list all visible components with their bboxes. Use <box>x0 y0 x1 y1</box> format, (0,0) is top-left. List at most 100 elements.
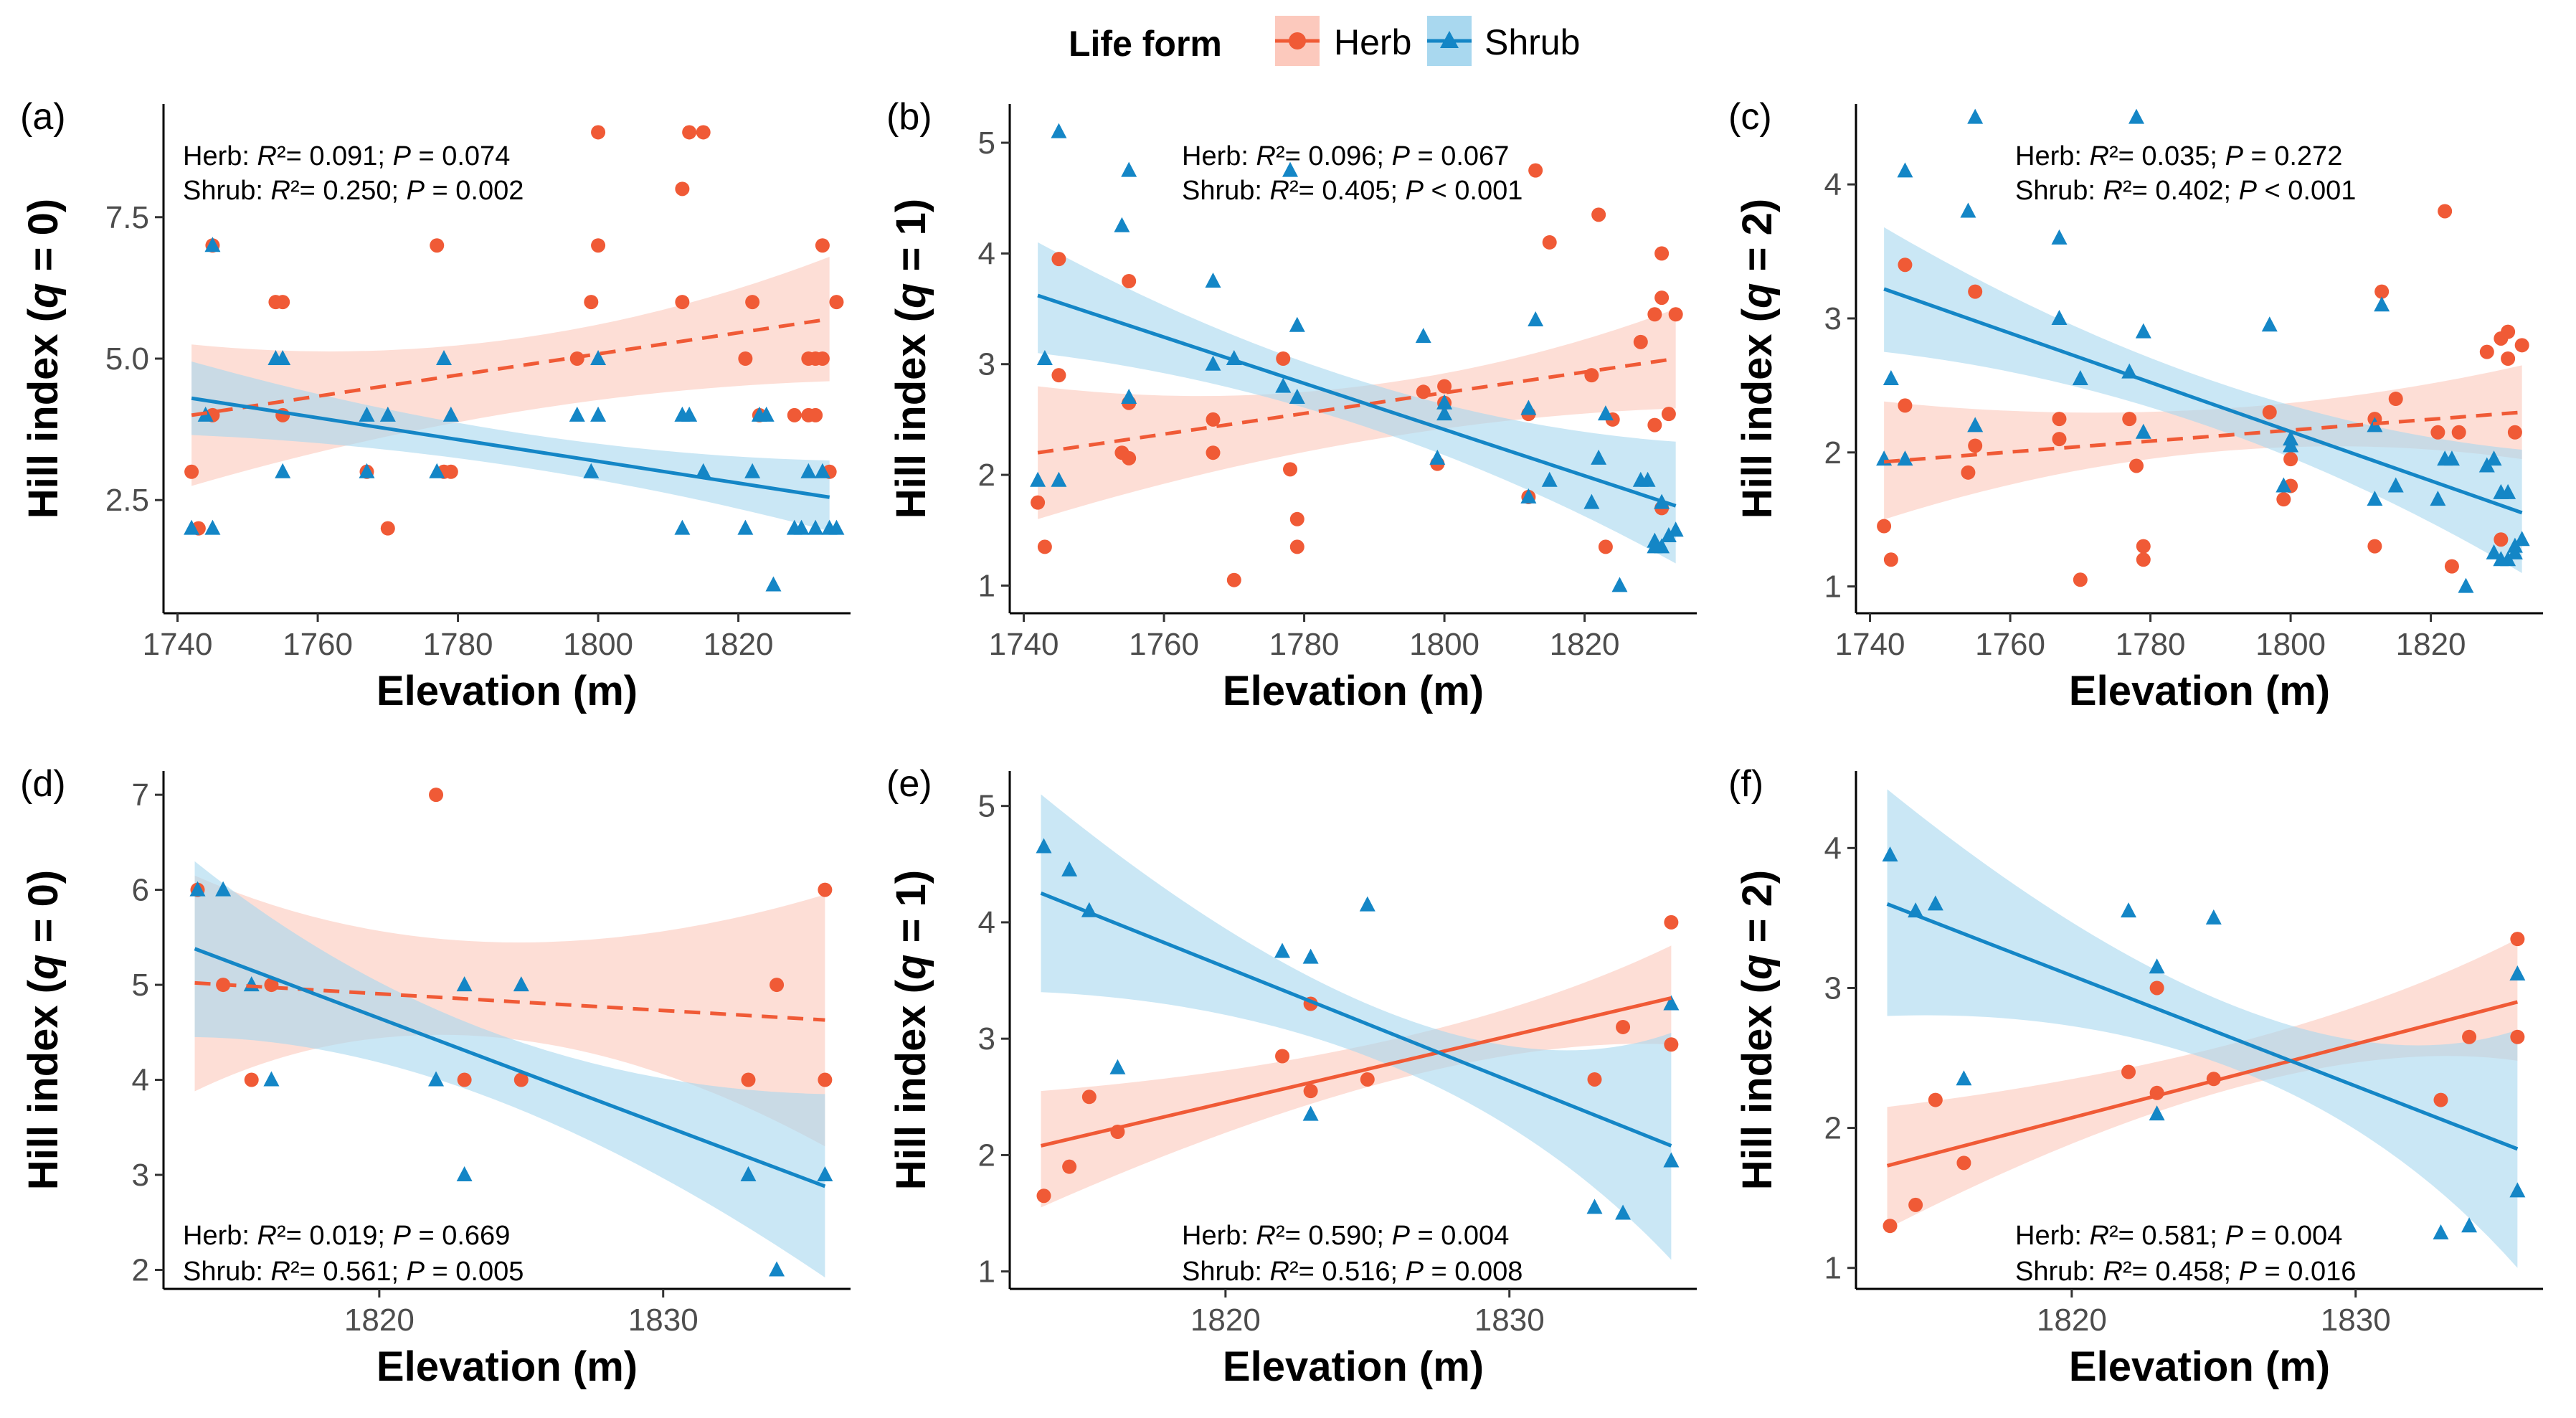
herb-point <box>1031 495 1046 510</box>
stat-p-value: = 0.008 <box>1424 1257 1523 1287</box>
stat-p-value: = 0.016 <box>2257 1257 2356 1287</box>
x-tick-label: 1780 <box>423 627 493 662</box>
herb-fit-line <box>1886 1000 2519 1168</box>
herb-point <box>1883 552 1898 567</box>
herb-point <box>1898 398 1913 413</box>
herb-point <box>430 238 445 253</box>
panel-c: (c) 1740 1760 1780 1800 1820 1 2 3 4 Elevation (m)… <box>1728 96 2543 714</box>
herb-confidence-band <box>194 875 825 1147</box>
y-tick-label: 1 <box>1824 1251 1842 1286</box>
y-axis-title: Hill index (q = 2) <box>1734 199 1781 519</box>
herb-point <box>1616 1019 1631 1034</box>
herb-point <box>1122 450 1137 465</box>
shrub-point <box>275 350 291 365</box>
shrub-fit-line <box>1886 902 2519 1151</box>
x-tick-label: 1830 <box>628 1303 699 1338</box>
shrub-point <box>1114 217 1130 232</box>
herb-stat-text: Herb: R²= 0.096; P = 0.067 <box>1182 141 1509 171</box>
shrub-point <box>1660 526 1677 542</box>
shrub-stat-text: Shrub: R²= 0.250; P = 0.002 <box>183 176 524 206</box>
panel-label: (b) <box>886 96 932 138</box>
shrub-stat-text: Shrub: R²= 0.561; P = 0.005 <box>183 1257 524 1287</box>
y-tick-label: 5 <box>132 968 149 1003</box>
shrub-point <box>1436 405 1453 421</box>
herb-point <box>1664 1037 1679 1052</box>
y-tick-label: 4 <box>1824 831 1842 866</box>
y-tick-label: 7 <box>132 777 149 813</box>
shrub-point <box>2135 423 2151 439</box>
y-tick-label: 2 <box>1824 435 1842 471</box>
shrub-point <box>1663 995 1680 1011</box>
shrub-point <box>1897 162 1913 178</box>
herb-point <box>2136 539 2151 554</box>
y-axis-title-text: = 0) <box>20 870 67 955</box>
shrub-point <box>800 463 817 478</box>
herb-point <box>2430 425 2445 440</box>
y-axis-title-text: = 1) <box>888 199 934 283</box>
shrub-point <box>1415 328 1431 344</box>
stat-r2-value: ²= 0.402; <box>2123 176 2239 206</box>
x-axis-title: Elevation (m) <box>2069 668 2330 714</box>
legend-shrub-triangle-icon <box>1440 31 1459 48</box>
y-axis-title-text: = 2) <box>1734 199 1781 283</box>
stat-p-symbol: P <box>1406 1257 1424 1287</box>
shrub-point <box>1051 471 1067 487</box>
shrub-point <box>740 1166 757 1182</box>
y-tick-label: 2 <box>978 458 995 493</box>
shrub-point <box>1591 449 1607 465</box>
shrub-fit-line <box>1883 287 2523 515</box>
herb-point <box>1883 1219 1898 1234</box>
herb-point <box>696 125 711 140</box>
legend-shrub-label: Shrub <box>1484 22 1580 62</box>
stat-p-symbol: P <box>1406 176 1424 206</box>
herb-stat-text: Herb: R²= 0.091; P = 0.074 <box>183 141 510 171</box>
y-axis-title: Hill index (q = 1) <box>888 199 934 519</box>
shrub-point <box>769 1261 785 1277</box>
stat-r2-value: ²= 0.590; <box>1276 1221 1392 1251</box>
herb-point <box>1877 519 1892 534</box>
shrub-point <box>817 1166 833 1182</box>
herb-point <box>1051 252 1066 267</box>
herb-stat-text: Herb: R²= 0.035; P = 0.272 <box>2015 141 2342 171</box>
herb-stat-text: Herb: R²= 0.590; P = 0.004 <box>1182 1221 1509 1251</box>
y-axis-title-text: Hill index ( <box>20 979 67 1190</box>
herb-point <box>1303 1084 1318 1099</box>
shrub-point <box>1436 394 1453 410</box>
herb-point <box>1654 290 1670 306</box>
shrub-point <box>765 576 782 592</box>
x-tick-label: 1780 <box>1269 627 1340 662</box>
x-tick-label: 1820 <box>2396 627 2466 662</box>
shrub-point <box>2514 531 2530 547</box>
stat-r2-value: ²= 0.096; <box>1276 141 1392 171</box>
shrub-point <box>1611 577 1628 592</box>
herb-point <box>808 407 823 422</box>
x-axis-title: Elevation (m) <box>1223 668 1484 714</box>
stat-p-value: < 0.001 <box>2257 176 2356 206</box>
herb-point <box>2052 412 2067 427</box>
herb-point <box>584 295 599 310</box>
x-tick-label: 1760 <box>1975 627 2045 662</box>
shrub-confidence-band <box>1041 794 1672 1260</box>
shrub-point <box>2128 108 2145 124</box>
shrub-point <box>456 976 473 992</box>
herb-point <box>2367 539 2382 554</box>
herb-point <box>2149 980 2164 996</box>
stat-label: Herb: <box>183 1221 257 1251</box>
shrub-point <box>2500 483 2516 499</box>
shrub-point <box>2486 450 2502 466</box>
panel-label: (f) <box>1728 763 1763 805</box>
stat-p-symbol: P <box>407 176 425 206</box>
x-tick-label: 1830 <box>2321 1303 2391 1338</box>
stat-p-value: < 0.001 <box>1424 176 1523 206</box>
shrub-point <box>1121 389 1137 405</box>
herb-point <box>2479 344 2494 359</box>
stat-label: Herb: <box>1182 141 1256 171</box>
shrub-point <box>674 519 691 535</box>
shrub-stat-text: Shrub: R²= 0.458; P = 0.016 <box>2015 1257 2356 1287</box>
stat-r2-value: ²= 0.581; <box>2109 1221 2225 1251</box>
stat-r2-symbol: R <box>271 176 290 206</box>
herb-point <box>591 125 606 140</box>
shrub-point <box>275 463 291 478</box>
stat-label: Shrub: <box>183 1257 271 1287</box>
